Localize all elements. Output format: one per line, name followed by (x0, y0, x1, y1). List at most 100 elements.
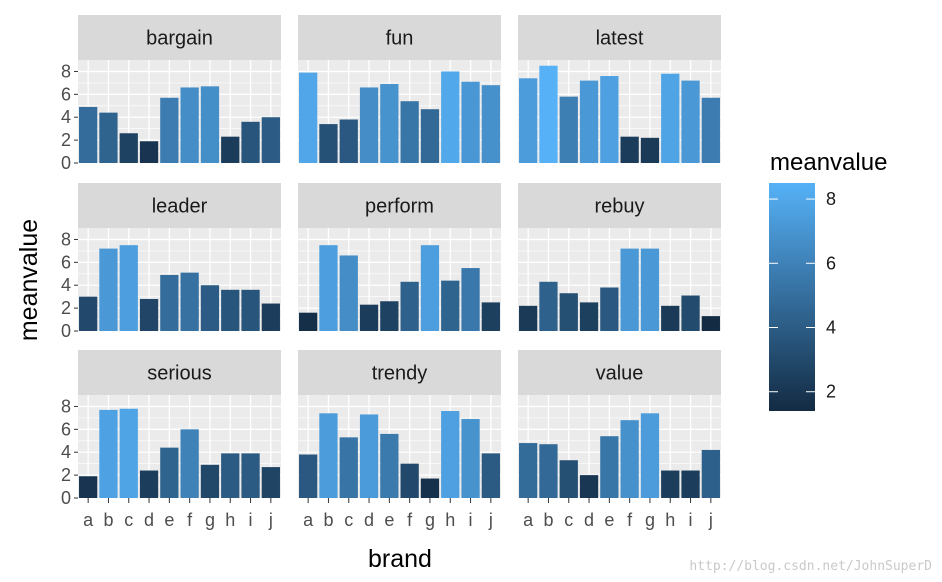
strip-label: bargain (146, 28, 213, 50)
legend-tick-label: 4 (826, 318, 836, 338)
x-tick-label: a (523, 510, 534, 530)
bar-value-i (681, 470, 700, 498)
bar-fun-h (441, 71, 460, 163)
bar-trendy-b (319, 413, 338, 498)
y-axes: 0 2 4 6 8 0 2 4 6 8 0 2 4 6 8 (61, 61, 78, 508)
x-tick-label: b (323, 510, 333, 530)
strip-label: value (596, 363, 644, 385)
bar-value-h (661, 470, 680, 498)
panel-leader: leader (78, 183, 281, 332)
bar-perform-a (299, 312, 318, 331)
x-tick-label: c (564, 510, 573, 530)
y-tick-label: 8 (61, 229, 71, 249)
bar-trendy-c (339, 437, 358, 498)
bar-leader-d (139, 298, 159, 331)
y-tick-label: 6 (61, 84, 71, 104)
y-tick-label: 2 (61, 465, 71, 485)
bar-perform-f (400, 281, 419, 331)
x-tick-label: e (384, 510, 394, 530)
y-tick-label: 0 (61, 321, 71, 341)
strip-background (78, 15, 281, 60)
bar-leader-j (261, 303, 280, 331)
bar-perform-b (319, 245, 338, 331)
strip-label: serious (147, 363, 211, 385)
panel-trendy: trendy (298, 350, 501, 499)
bar-bargain-f (180, 87, 199, 163)
bar-bargain-d (139, 141, 159, 163)
strip-background (78, 350, 281, 395)
strip-background (298, 183, 501, 228)
bar-leader-a (79, 296, 98, 331)
strip-label: leader (152, 196, 208, 218)
bar-trendy-f (400, 463, 419, 498)
bar-fun-e (380, 84, 399, 163)
bar-latest-f (620, 136, 639, 163)
bar-trendy-j (481, 453, 500, 498)
x-tick-label: e (604, 510, 614, 530)
bar-serious-d (139, 470, 159, 498)
y-tick-label: 6 (61, 252, 71, 272)
bar-perform-e (380, 301, 399, 331)
bar-leader-h (221, 289, 240, 331)
bar-trendy-g (420, 478, 440, 498)
bar-leader-c (119, 245, 138, 331)
x-tick-label: d (144, 510, 154, 530)
x-tick-label: g (425, 510, 435, 530)
panel-bargain: bargain (78, 15, 281, 164)
strip-background (518, 15, 721, 60)
y-tick-label: 8 (61, 396, 71, 416)
bar-latest-c (559, 96, 578, 163)
strip-background (518, 350, 721, 395)
strip-background (298, 15, 501, 60)
bar-value-d (579, 475, 599, 498)
x-tick-label: i (249, 510, 253, 530)
bar-fun-d (359, 87, 379, 163)
bar-serious-c (119, 408, 138, 498)
bar-trendy-a (299, 454, 318, 498)
x-tick-label: i (689, 510, 693, 530)
bar-trendy-d (359, 414, 379, 498)
x-tick-label: f (627, 510, 633, 530)
strip-label: fun (386, 28, 414, 50)
bar-value-c (559, 460, 578, 498)
bar-bargain-g (200, 86, 220, 163)
color-legend: meanvalue 2 4 6 8 (769, 149, 887, 411)
bar-serious-j (261, 467, 280, 498)
strip-label: latest (596, 28, 644, 50)
x-tick-label: b (103, 510, 113, 530)
panel-serious: serious (78, 350, 281, 499)
bar-bargain-a (79, 106, 98, 163)
bar-latest-d (579, 80, 599, 163)
bar-fun-j (481, 85, 500, 163)
y-tick-label: 4 (61, 107, 71, 127)
y-tick-label: 2 (61, 298, 71, 318)
legend-colorbar (769, 183, 815, 411)
panel-latest: latest (518, 15, 721, 164)
x-tick-label: j (268, 510, 273, 530)
x-tick-label: f (407, 510, 413, 530)
strip-background (518, 183, 721, 228)
strip-background (78, 183, 281, 228)
bar-value-a (519, 443, 538, 498)
bar-rebuy-e (600, 287, 619, 331)
panel-perform: perform (298, 183, 501, 332)
y-axis-title: meanvalue (15, 219, 43, 341)
x-tick-label: g (645, 510, 655, 530)
bar-latest-a (519, 78, 538, 163)
bar-trendy-e (380, 433, 399, 498)
bar-latest-h (661, 73, 680, 163)
bar-leader-e (160, 274, 179, 331)
bar-value-g (640, 413, 660, 498)
bar-rebuy-g (640, 248, 660, 331)
x-tick-label: j (708, 510, 713, 530)
bar-fun-f (400, 101, 419, 163)
bar-leader-f (180, 272, 199, 331)
x-tick-label: h (665, 510, 675, 530)
x-tick-label: h (225, 510, 235, 530)
bar-serious-a (79, 476, 98, 498)
bar-rebuy-j (701, 316, 720, 331)
bar-bargain-b (99, 112, 118, 163)
bar-latest-b (539, 65, 558, 163)
